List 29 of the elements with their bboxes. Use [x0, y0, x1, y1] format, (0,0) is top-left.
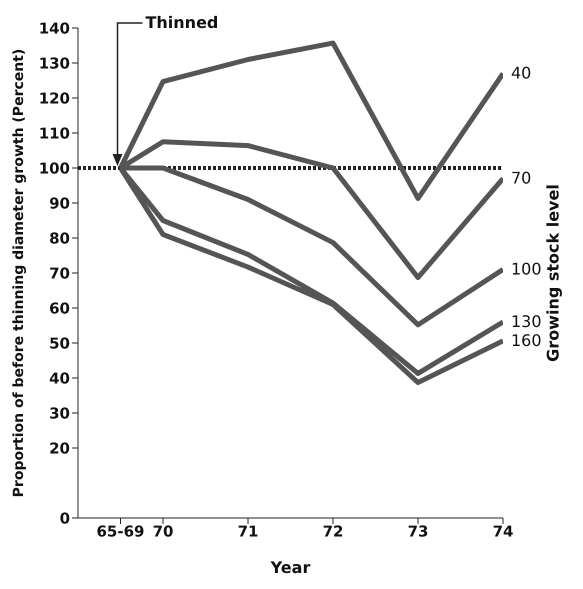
y-tick-label: 40: [49, 369, 70, 388]
y-tick-label: 140: [38, 19, 70, 38]
y-tick-label: 50: [49, 334, 70, 352]
x-tick-label: 65-69: [96, 522, 144, 541]
y-tick-label: 30: [49, 404, 70, 422]
y-tick-label: 80: [49, 229, 70, 248]
series-label: 40: [511, 64, 532, 82]
y-tick-label: 110: [38, 124, 70, 142]
y-tick-label: 0: [60, 509, 70, 528]
y-tick-label: 90: [49, 194, 70, 212]
x-tick-label: 71: [238, 522, 258, 541]
series-label: 130: [511, 312, 542, 331]
x-tick-label: 72: [322, 522, 344, 541]
y-tick-label: 60: [49, 299, 70, 318]
x-axis-title: Year: [270, 558, 310, 577]
y-tick-label: 20: [49, 439, 70, 458]
series-label: 70: [511, 168, 532, 188]
y-tick-label: 70: [49, 264, 70, 282]
y-axis-title: Proportion of before thinning diameter growth (Percent): [10, 48, 27, 498]
series-label: 160: [511, 330, 542, 350]
x-tick-label: 73: [408, 522, 428, 541]
y-tick-label: 100: [38, 159, 70, 178]
annotation: Thinned: [146, 13, 218, 32]
series-label: 100: [511, 260, 542, 278]
x-tick-label: 74: [492, 522, 514, 541]
x-tick-label: 70: [152, 522, 174, 541]
y2-axis-title: Growing stock level: [544, 184, 562, 362]
y-tick-label: 130: [38, 54, 70, 72]
y-tick-label: 120: [38, 89, 70, 108]
